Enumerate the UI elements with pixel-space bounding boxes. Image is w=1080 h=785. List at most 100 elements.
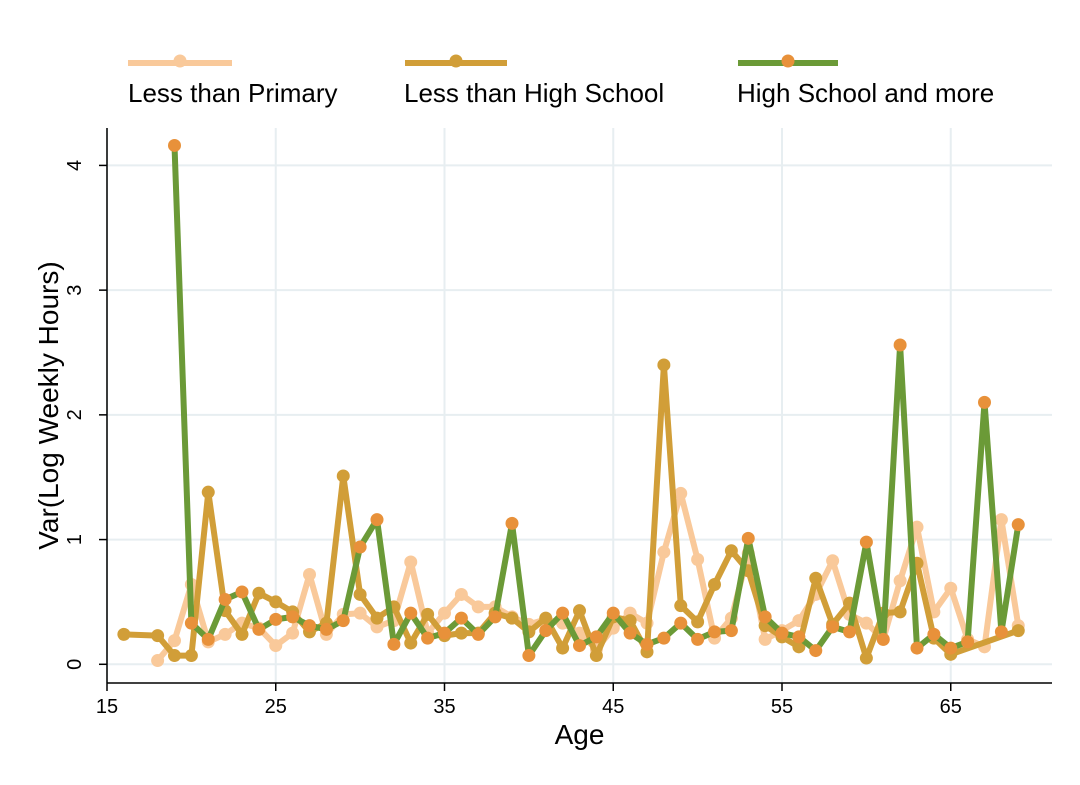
data-point xyxy=(556,606,570,620)
y-tick-label: 1 xyxy=(64,534,86,545)
data-point xyxy=(910,520,924,534)
data-point xyxy=(859,535,873,549)
data-point xyxy=(421,607,435,621)
data-point xyxy=(1011,624,1025,638)
data-point xyxy=(336,469,350,483)
data-point xyxy=(168,634,181,648)
legend-label: Less than High School xyxy=(404,78,664,108)
data-point xyxy=(758,632,772,646)
data-point xyxy=(994,625,1008,639)
x-tick-label: 35 xyxy=(433,696,455,718)
data-point xyxy=(168,649,181,663)
data-point xyxy=(353,606,367,620)
data-point xyxy=(438,606,451,620)
data-point xyxy=(691,632,705,646)
data-point xyxy=(893,338,907,352)
data-point xyxy=(606,606,620,620)
x-tick-label: 65 xyxy=(940,696,962,718)
data-point xyxy=(674,486,688,500)
data-point xyxy=(944,581,958,595)
data-point xyxy=(404,636,418,650)
data-point xyxy=(353,587,367,601)
data-point xyxy=(471,600,485,614)
data-point xyxy=(151,629,165,643)
data-point xyxy=(893,605,907,619)
data-point xyxy=(252,622,266,636)
data-point xyxy=(691,615,705,629)
x-tick-label: 55 xyxy=(771,696,793,718)
series-2 xyxy=(168,138,1025,663)
data-point xyxy=(252,586,266,600)
data-point xyxy=(421,631,435,645)
y-axis-title: Var(Log Weekly Hours) xyxy=(33,261,64,549)
data-point xyxy=(826,554,840,568)
y-tick-label: 2 xyxy=(64,409,86,420)
data-point xyxy=(674,599,688,613)
data-point xyxy=(657,631,671,645)
data-point xyxy=(809,571,823,585)
data-point xyxy=(708,625,721,639)
x-tick-label: 45 xyxy=(602,696,624,718)
data-point xyxy=(235,627,249,641)
data-point xyxy=(286,610,300,624)
data-point xyxy=(303,567,316,581)
data-point xyxy=(505,611,519,625)
data-point xyxy=(640,637,654,651)
legend-item: Less than Primary xyxy=(128,54,338,108)
data-point xyxy=(522,649,536,663)
data-point xyxy=(809,644,823,658)
data-point xyxy=(1011,518,1025,532)
data-point xyxy=(758,610,772,624)
data-point xyxy=(724,544,738,558)
data-point xyxy=(387,637,401,651)
data-point xyxy=(978,395,991,409)
data-point xyxy=(741,531,755,545)
x-tick-label: 15 xyxy=(96,696,118,718)
x-axis-title: Age xyxy=(555,719,605,750)
data-point xyxy=(168,138,181,152)
data-point xyxy=(539,624,553,638)
data-point xyxy=(573,604,586,618)
legend-item: Less than High School xyxy=(404,54,664,108)
data-point xyxy=(792,630,806,644)
data-point xyxy=(994,513,1008,527)
data-point xyxy=(724,624,738,638)
data-point xyxy=(961,635,975,649)
data-point xyxy=(792,640,806,654)
data-point xyxy=(589,649,603,663)
data-point xyxy=(184,616,198,630)
data-point xyxy=(859,651,873,665)
y-tick-label: 3 xyxy=(64,285,86,296)
data-point xyxy=(691,553,705,567)
data-point xyxy=(488,610,502,624)
legend: Less than Primary Less than High School Hi… xyxy=(128,54,994,108)
data-point xyxy=(623,614,637,628)
data-point xyxy=(319,622,333,636)
data-point xyxy=(370,513,384,527)
data-point xyxy=(674,616,688,630)
data-point xyxy=(505,516,519,530)
data-point xyxy=(539,611,553,625)
data-point xyxy=(454,626,468,640)
data-point xyxy=(235,585,249,599)
data-point xyxy=(910,641,924,655)
data-point xyxy=(589,630,603,644)
data-point xyxy=(286,626,300,640)
data-point xyxy=(438,626,451,640)
data-point xyxy=(303,619,316,633)
legend-label: Less than Primary xyxy=(128,78,338,108)
data-point xyxy=(826,620,840,634)
data-point xyxy=(657,545,671,559)
data-point xyxy=(556,641,570,655)
data-point xyxy=(218,627,232,641)
data-point xyxy=(843,625,856,639)
data-point xyxy=(876,632,890,646)
data-point xyxy=(573,639,586,653)
data-point xyxy=(269,612,283,626)
data-point xyxy=(117,627,131,641)
axes: 15 25 35 45 55 65 0 1 2 3 4 xyxy=(64,128,1052,718)
data-point xyxy=(218,592,232,606)
legend-marker xyxy=(173,54,187,68)
